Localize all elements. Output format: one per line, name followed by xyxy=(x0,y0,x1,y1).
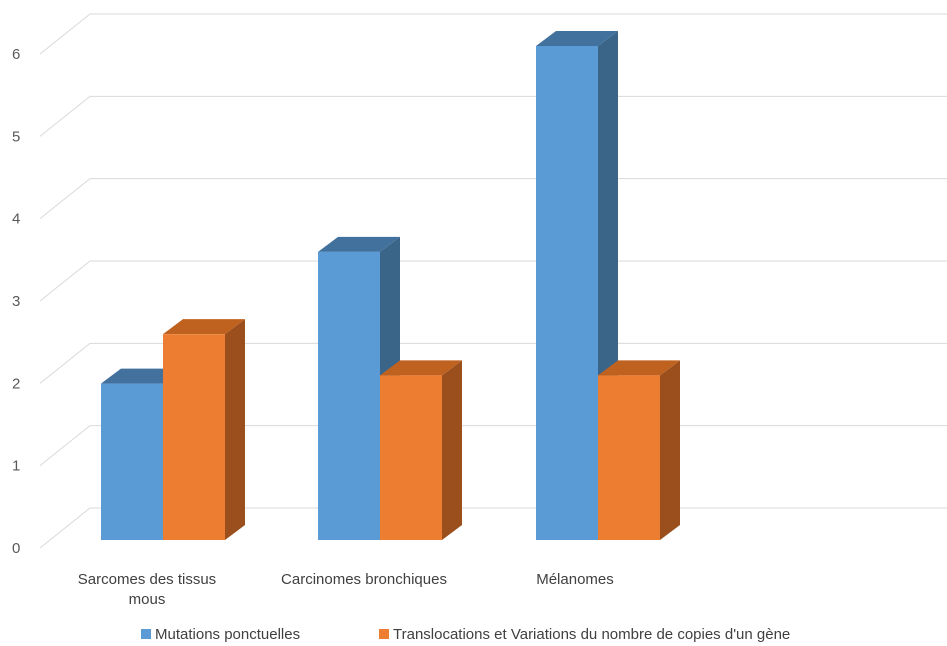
category-label: Mélanomes xyxy=(536,571,614,588)
grid-line-2 xyxy=(39,342,947,384)
category-labels: Sarcomes des tissus mous Carcinomes bronch… xyxy=(78,571,614,608)
legend-label: Translocations et Variations du nombre d… xyxy=(393,626,790,643)
legend: Mutations ponctuelles Translocations et V… xyxy=(141,626,790,643)
bar-top-face xyxy=(536,31,618,46)
category-label-line: Mélanomes xyxy=(536,571,614,588)
legend-swatch xyxy=(141,629,151,639)
y-tick-label: 6 xyxy=(12,46,20,63)
bar-top-face xyxy=(380,360,462,376)
bar-front-face xyxy=(163,334,225,540)
legend-swatch xyxy=(379,629,389,639)
y-tick-label: 2 xyxy=(12,375,20,392)
category-label-line: mous xyxy=(129,591,166,608)
y-axis-ticks: 0 1 2 3 4 5 6 xyxy=(12,46,20,557)
grid-line-6 xyxy=(39,13,947,55)
bar-front-face xyxy=(318,251,380,541)
category-label: Carcinomes bronchiques xyxy=(281,571,447,588)
bar-top-face xyxy=(598,360,680,376)
bar-translocations-2 xyxy=(598,360,680,540)
grid-line-4 xyxy=(39,178,947,220)
bar-translocations-1 xyxy=(380,360,462,540)
bar-front-face xyxy=(536,46,598,540)
y-tick-label: 4 xyxy=(12,211,20,228)
grid-line-3 xyxy=(39,260,947,302)
bar-front-face xyxy=(598,375,660,540)
bar-front-face xyxy=(101,383,163,540)
bar-front-face xyxy=(380,375,442,540)
y-tick-label: 0 xyxy=(12,540,20,557)
bar-translocations-0 xyxy=(163,319,245,540)
bar-top-face xyxy=(101,368,183,384)
y-tick-label: 3 xyxy=(12,293,20,310)
grid-lines xyxy=(39,13,947,549)
bar-top-face xyxy=(318,236,400,252)
legend-label: Mutations ponctuelles xyxy=(155,626,300,643)
grid-line-5 xyxy=(39,95,947,137)
bar-top-face xyxy=(163,319,245,335)
y-tick-label: 1 xyxy=(12,458,20,475)
bar-side-face xyxy=(660,360,680,540)
legend-item-mutations: Mutations ponctuelles xyxy=(141,626,300,643)
bar-side-face xyxy=(225,319,245,540)
category-label: Sarcomes des tissus mous xyxy=(78,571,216,608)
legend-item-translocations: Translocations et Variations du nombre d… xyxy=(379,626,790,643)
category-label-line: Sarcomes des tissus xyxy=(78,571,216,588)
category-label-line: Carcinomes bronchiques xyxy=(281,571,447,588)
y-tick-label: 5 xyxy=(12,128,20,145)
bar-side-face xyxy=(442,360,462,540)
bars xyxy=(101,31,680,541)
